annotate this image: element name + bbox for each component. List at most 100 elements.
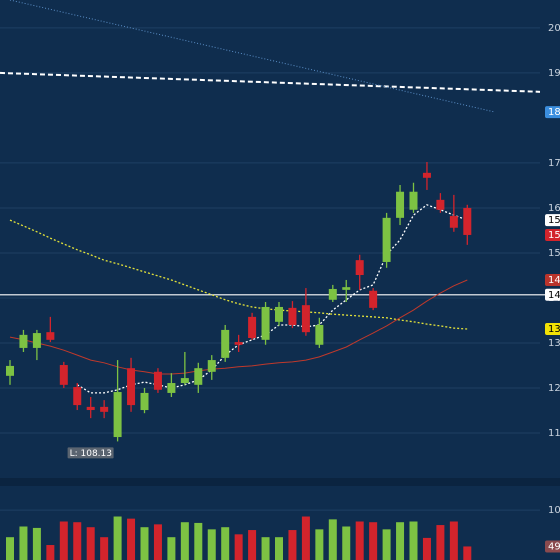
candle-body (369, 290, 378, 308)
volume-bar (275, 537, 283, 560)
y-tick-label: 13 (548, 338, 560, 349)
price-label: 15 (548, 230, 560, 241)
candle-body (153, 371, 162, 390)
candle-body (127, 368, 136, 406)
volume-bar (73, 522, 82, 560)
volume-bar (100, 537, 109, 560)
volume-bar (261, 537, 270, 560)
candle-body (449, 216, 458, 228)
candle-body (342, 287, 351, 290)
low-label-box (67, 447, 114, 459)
volume-bar (288, 530, 297, 560)
y-tick-label: 12 (548, 383, 560, 394)
candle-body (73, 387, 82, 406)
candle-body (328, 288, 337, 300)
y-tick-label: 20 (548, 23, 560, 34)
candle-body (180, 378, 189, 384)
volume-bar (409, 521, 418, 560)
candle-body (221, 329, 230, 358)
volume-bar (463, 546, 472, 560)
volume-bar (167, 537, 176, 560)
y-tick-label: 16 (548, 203, 560, 214)
volume-bar (315, 529, 324, 560)
candle-body (355, 260, 364, 276)
volume-bar (6, 537, 14, 560)
volume-bar (46, 545, 55, 560)
volume-bar (396, 522, 405, 560)
price-label: 14 (548, 290, 560, 301)
candle-body (248, 316, 257, 339)
y-tick-label: 11 (548, 428, 560, 439)
y-tick-label: 17 (548, 158, 560, 169)
price-label-box (545, 323, 560, 336)
volume-label-box (545, 540, 560, 553)
candle-body (113, 392, 122, 438)
volume-bar (422, 537, 431, 560)
volume-bar (127, 518, 136, 560)
volume-bar (194, 522, 203, 560)
candle-body (275, 306, 283, 322)
y-tick-label: 15 (548, 248, 560, 259)
candle-body (409, 191, 418, 210)
candle-body (396, 191, 405, 218)
candle-body (59, 365, 68, 385)
volume-bar (369, 522, 378, 560)
price-label-box (545, 288, 560, 301)
candle-body (100, 406, 109, 412)
candle-body (261, 306, 270, 340)
candle-body (86, 406, 95, 411)
price-label: 18 (548, 107, 560, 118)
candle-body (288, 307, 297, 325)
pane-separator (0, 478, 560, 486)
volume-bar (436, 525, 445, 560)
volume-bar (19, 526, 28, 560)
candle-body (194, 368, 203, 385)
trend-line (0, 71, 541, 93)
volume-bar (301, 516, 310, 560)
price-label-box (545, 106, 560, 119)
candle-body (301, 305, 310, 333)
price-label: 13 (548, 324, 560, 335)
candle-body (382, 217, 391, 262)
price-label-box (545, 273, 560, 286)
volume-label: 49 (548, 541, 560, 552)
volume-bar (32, 527, 41, 560)
volume-bar (449, 521, 458, 560)
candle-body (32, 333, 41, 348)
moving-average (9, 219, 468, 330)
moving-average (76, 204, 468, 394)
candle-body (234, 342, 243, 345)
candle-body (167, 383, 176, 393)
candle-body (6, 365, 14, 376)
candle-body (436, 199, 445, 210)
volume-bar (86, 527, 95, 560)
price-label-box (545, 228, 560, 241)
y-tick-label: 19 (548, 68, 560, 79)
volume-bar (59, 521, 68, 560)
moving-average (9, 279, 468, 375)
candle-body (422, 172, 431, 178)
candle-body (140, 392, 149, 411)
volume-bar (355, 521, 364, 560)
volume-bar (153, 524, 162, 560)
price-label: 14 (548, 275, 560, 286)
volume-bar (221, 527, 230, 560)
volume-bar (248, 530, 257, 560)
candle-body (46, 332, 55, 340)
candle-body (463, 207, 472, 235)
volume-bar (140, 527, 149, 560)
trend-line (9, 0, 496, 113)
volume-bar (180, 522, 189, 560)
volume-bar (342, 526, 351, 560)
volume-bar (207, 529, 216, 560)
volume-bar (382, 529, 391, 560)
y-tick-label: 10 (548, 505, 560, 516)
volume-bar (234, 534, 243, 560)
candle-body (19, 334, 28, 348)
candle-body (315, 324, 324, 345)
low-label: L: 108.13 (70, 449, 112, 459)
volume-bar (113, 516, 122, 560)
volume-bar (328, 519, 337, 560)
